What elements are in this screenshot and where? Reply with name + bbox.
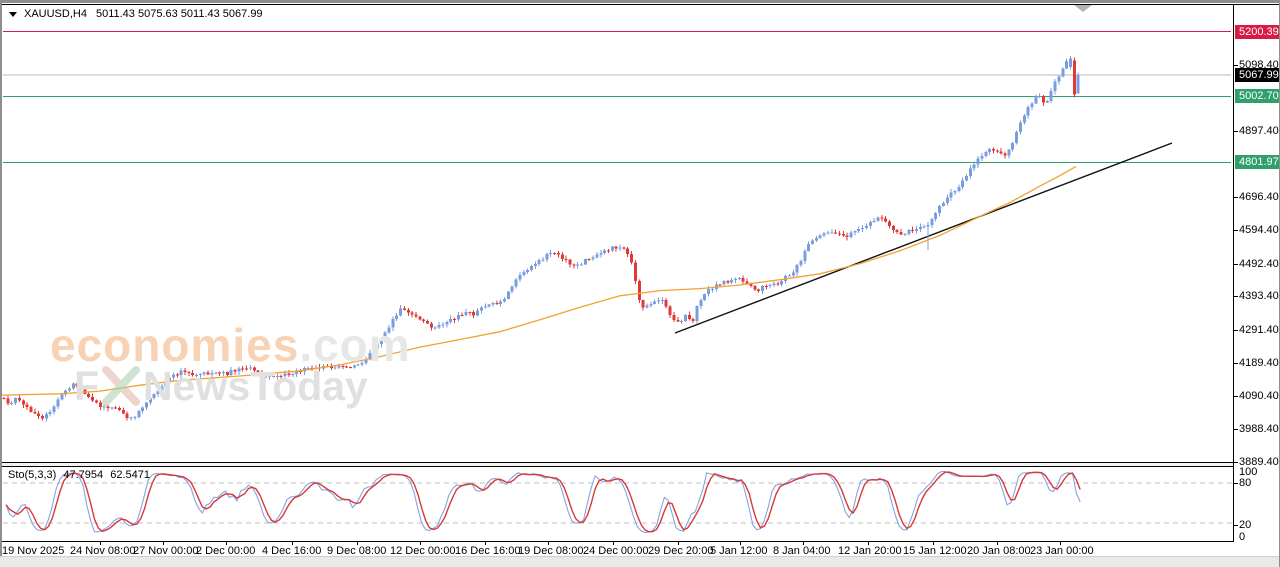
window-frame [0,0,1280,3]
time-tickmark [226,542,227,545]
time-tick-label: 27 Nov 00:00 [133,545,199,557]
time-tick-label: 5 Jan 12:00 [710,545,768,557]
price-badge: 5200.39 [1235,25,1280,39]
time-tick-label: 29 Dec 20:00 [648,545,714,557]
horizontal-levels [3,31,1231,163]
price-badge: 5067.99 [1235,68,1280,82]
ohlc-values: 5011.43 5075.63 5011.43 5067.99 [95,8,263,20]
price-tick-label: 4291.40 [1239,324,1279,336]
window-frame [0,0,2,556]
price-tick-label: 3988.40 [1239,423,1279,435]
pane-separator[interactable] [2,463,1233,466]
price-tickmark [1233,296,1238,297]
time-tick-label: 24 Dec 00:00 [583,545,649,557]
time-tickmark [163,542,164,545]
price-chart-canvas[interactable] [0,0,1233,462]
price-tick-label: 4492.40 [1239,258,1279,270]
time-tickmark [548,542,549,545]
indicator-label: Sto(5,3,3) 47.7954 62.5471 [8,469,154,481]
time-tick-label: 16 Dec 16:00 [455,545,521,557]
time-tick-label: 19 Dec 08:00 [518,545,584,557]
window-bottom-strip [0,556,1280,567]
price-tickmark [1233,264,1238,265]
pane-border [2,541,1234,542]
stoch-scale-label: 100 [1239,466,1258,478]
stoch-tickmark [1233,525,1238,526]
symbol-timeframe-label: XAUUSD,H4 [24,8,87,20]
price-tick-label: 4696.40 [1239,191,1279,203]
stochastic-canvas[interactable] [2,467,1233,541]
price-tickmark [1233,462,1238,463]
stoch-tickmark [1233,483,1238,484]
price-tickmark [1233,396,1238,397]
price-badge: 4801.97 [1235,155,1280,169]
time-tickmark [740,542,741,545]
candlesticks [2,55,1080,422]
stochastic-signal-line [5,471,1081,533]
stochastic-main-line [5,470,1081,533]
time-tickmark [933,542,934,545]
time-tick-label: 4 Dec 16:00 [262,545,322,557]
time-tickmark [678,542,679,545]
price-badge: 5002.70 [1235,89,1280,103]
price-tick-label: 4189.40 [1239,357,1279,369]
time-tick-label: 12 Dec 00:00 [390,545,456,557]
time-tickmark [1060,542,1061,545]
price-tickmark [1233,363,1238,364]
time-tickmark [803,542,804,545]
price-tick-label: 4393.40 [1239,290,1279,302]
time-tickmark [357,542,358,545]
price-tickmark [1233,197,1238,198]
price-tickmark [1233,429,1238,430]
time-tick-label: 19 Nov 2025 [2,545,65,557]
trendline[interactable] [674,142,1173,334]
stochastic-level-lines [3,482,1232,524]
price-tickmark [1233,65,1238,66]
time-tickmark [100,542,101,545]
time-tick-label: 23 Jan 00:00 [1030,545,1094,557]
indicator-k-value: 47.7954 [63,469,104,481]
time-tick-label: 2 Dec 00:00 [196,545,256,557]
stoch-scale-label: 20 [1239,519,1252,531]
time-tickmark [613,542,614,545]
price-tickmark [1233,230,1238,231]
indicator-d-value: 62.5471 [110,469,150,481]
price-tickmark [1233,131,1238,132]
time-tick-label: 12 Jan 20:00 [838,545,902,557]
time-tick-label: 9 Dec 08:00 [327,545,387,557]
stoch-scale-label: 0 [1239,531,1246,543]
symbol-dropdown-icon[interactable] [9,11,17,17]
price-tick-label: 4594.40 [1239,224,1279,236]
chart-shift-marker-icon[interactable] [1074,5,1092,12]
stoch-scale-label: 80 [1239,477,1252,489]
time-tickmark [868,542,869,545]
indicator-name: Sto(5,3,3) [8,469,57,481]
pane-border [2,466,1234,467]
price-tick-label: 4897.40 [1239,125,1279,137]
time-tick-label: 15 Jan 12:00 [903,545,967,557]
time-tickmark [420,542,421,545]
price-tickmark [1233,330,1238,331]
window-frame [0,4,1280,5]
time-tickmark [997,542,998,545]
chart-title: XAUUSD,H4 5011.43 5075.63 5011.43 5067.9… [9,7,263,21]
time-tickmark [292,542,293,545]
axis-border [1233,5,1234,542]
time-tick-label: 20 Jan 08:00 [967,545,1031,557]
moving-average-line [1,165,1077,396]
time-tickmark [485,542,486,545]
pane-border [2,462,1234,463]
time-tick-label: 8 Jan 04:00 [773,545,831,557]
time-tick-label: 24 Nov 08:00 [70,545,136,557]
price-tick-label: 4090.40 [1239,390,1279,402]
price-tick-label: 3889.40 [1239,456,1279,468]
